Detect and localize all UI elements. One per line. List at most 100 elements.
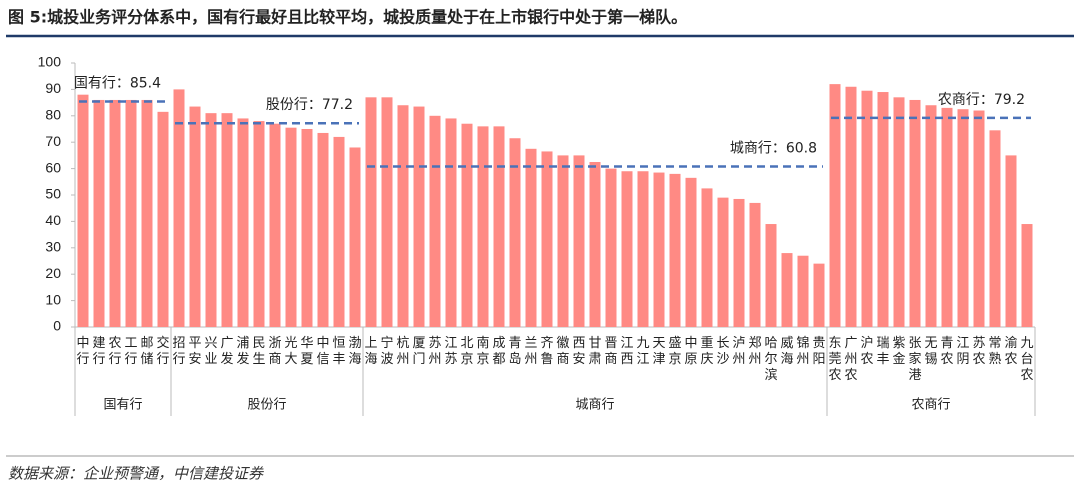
bar [317, 132, 329, 327]
x-tick-label: 青岛 [508, 336, 521, 367]
x-tick-label: 华夏 [300, 336, 313, 367]
y-tick-label: 50 [45, 186, 61, 202]
bar [893, 97, 905, 327]
bar [141, 99, 153, 328]
x-tick-label: 兴业 [204, 336, 217, 367]
x-tick-label: 宁波 [380, 335, 393, 367]
x-tick-label: 天津 [652, 336, 665, 367]
bar [781, 253, 793, 327]
x-tick-label: 威海 [780, 336, 793, 367]
group-label: 国有行 [103, 398, 142, 413]
bar [93, 99, 105, 328]
x-tick-label: 招行 [172, 336, 185, 367]
y-tick-label: 30 [45, 239, 61, 255]
bar [717, 197, 729, 327]
x-tick-label: 广发 [220, 336, 233, 367]
y-tick-label: 60 [45, 159, 61, 175]
x-tick-label: 恒丰 [332, 336, 345, 367]
x-tick-label: 晋商 [604, 336, 617, 367]
x-tick-label: 厦门 [412, 336, 425, 367]
average-label: 国有行：85.4 [74, 76, 161, 92]
bar [877, 92, 889, 327]
bar [381, 97, 393, 327]
x-tick-label: 北京 [460, 336, 473, 367]
bar [861, 90, 873, 327]
bar [349, 147, 361, 327]
bar [797, 255, 809, 327]
x-tick-label: 青农 [940, 336, 953, 367]
x-tick-label: 贵阳 [812, 336, 825, 367]
bar [221, 113, 233, 327]
bar [237, 118, 249, 327]
group-label: 股份行 [247, 398, 286, 413]
x-tick-label: 长沙 [716, 336, 729, 367]
bar [77, 94, 89, 328]
x-tick-label: 无锡 [924, 336, 937, 367]
y-tick-label: 10 [45, 291, 61, 307]
x-tick-label: 平安 [188, 336, 201, 367]
bar [957, 109, 969, 327]
bar [605, 168, 617, 327]
bar [189, 106, 201, 327]
bar [253, 121, 265, 327]
x-tick-label: 郑州 [748, 336, 761, 367]
bar [365, 97, 377, 327]
bar [813, 263, 825, 327]
bar [973, 110, 985, 328]
bar [621, 171, 633, 327]
x-tick-label: 光大 [284, 336, 297, 367]
y-tick-label: 0 [53, 318, 61, 334]
x-tick-label: 苏州 [428, 335, 441, 367]
y-tick-label: 20 [45, 265, 61, 281]
x-tick-label: 江阴 [956, 336, 969, 367]
x-tick-label: 渤海 [348, 335, 361, 367]
x-tick-label: 紫金 [892, 336, 905, 367]
bar [765, 224, 777, 327]
x-tick-label: 苏农 [972, 335, 985, 367]
x-tick-label: 成都 [492, 336, 505, 367]
bar [749, 202, 761, 327]
bar [477, 126, 489, 327]
bar [429, 115, 441, 327]
x-tick-label: 兰州 [524, 336, 537, 367]
x-tick-label: 西安 [572, 336, 585, 367]
x-tick-label: 邮储 [140, 336, 153, 367]
chart-title: 图 5:城投业务评分体系中，国有行最好且比较平均，城投质量处于在上市银行中处于第… [8, 8, 687, 27]
bar [205, 113, 217, 327]
x-tick-label: 盛京 [668, 336, 681, 367]
bar [829, 84, 841, 328]
y-tick-label: 100 [38, 54, 62, 70]
x-tick-label: 甘肃 [588, 336, 601, 367]
x-tick-label: 九江 [636, 336, 649, 367]
bar [269, 123, 281, 327]
group-label: 城商行 [575, 398, 614, 413]
y-tick-label: 80 [45, 107, 61, 123]
x-tick-label: 中信 [316, 336, 329, 367]
x-tick-label: 江西 [620, 336, 633, 367]
bar [989, 130, 1001, 327]
bar [1021, 224, 1033, 327]
bar [845, 86, 857, 327]
bar [157, 111, 169, 327]
bar [637, 171, 649, 327]
y-tick-label: 90 [45, 80, 61, 96]
bar [301, 129, 313, 327]
average-label: 农商行：79.2 [938, 92, 1025, 108]
x-tick-label: 张家港 [908, 336, 921, 383]
x-tick-label: 工行 [124, 336, 137, 367]
bar [1005, 155, 1017, 327]
y-tick-label: 70 [45, 133, 61, 149]
x-tick-label: 徽商 [556, 336, 569, 367]
bar [445, 118, 457, 327]
bar [493, 126, 505, 327]
x-tick-label: 常熟 [988, 336, 1001, 367]
x-tick-label: 农行 [108, 336, 121, 367]
bar [685, 177, 697, 327]
bar [925, 105, 937, 328]
x-tick-label: 重庆 [700, 335, 713, 367]
bar [285, 127, 297, 328]
bar [701, 188, 713, 327]
x-tick-label: 中行 [76, 336, 89, 367]
bar [397, 105, 409, 328]
